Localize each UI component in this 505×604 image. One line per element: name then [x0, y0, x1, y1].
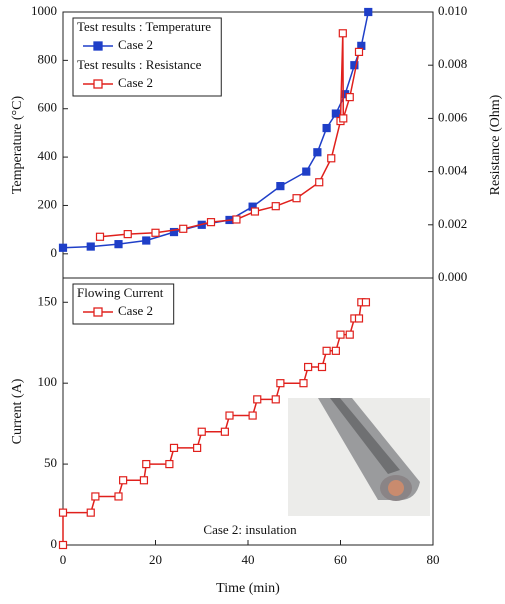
y-tick-label: 0: [51, 536, 58, 551]
marker: [58, 540, 68, 550]
marker: [354, 47, 364, 57]
marker: [119, 476, 128, 485]
marker: [315, 178, 324, 187]
marker: [354, 314, 364, 323]
marker: [142, 236, 151, 245]
marker: [165, 459, 174, 469]
y-tick-label: 100: [38, 374, 58, 389]
y-tick-label: 400: [38, 148, 58, 163]
y2-tick-label: 0.006: [438, 109, 468, 124]
x-tick-label: 40: [242, 552, 255, 567]
y-tick-label: 600: [38, 100, 58, 115]
legend-label: Case 2: [118, 75, 153, 90]
marker: [345, 93, 354, 102]
y2-tick-label: 0.002: [438, 216, 467, 231]
legend-group-title: Test results : Temperature: [77, 19, 211, 34]
marker: [250, 207, 260, 216]
marker: [350, 61, 359, 70]
y2-axis-label: Resistance (Ohm): [488, 94, 503, 195]
y-tick-label: 200: [38, 196, 58, 211]
marker: [95, 232, 105, 241]
legend-label: Case 2: [118, 37, 153, 52]
y-axis-label: Temperature (°C): [10, 96, 25, 195]
y-tick-label: 0: [51, 245, 58, 260]
marker: [197, 427, 206, 436]
x-axis-label: Time (min): [216, 581, 280, 596]
marker: [361, 298, 371, 307]
marker: [139, 476, 149, 485]
marker: [114, 240, 123, 249]
marker: [317, 362, 327, 372]
marker: [193, 443, 202, 453]
marker: [232, 215, 241, 224]
y2-tick-label: 0.010: [438, 3, 467, 18]
x-tick-label: 80: [427, 552, 440, 567]
marker: [331, 346, 340, 355]
marker: [169, 443, 179, 453]
y-tick-label: 1000: [31, 3, 57, 18]
marker: [151, 228, 160, 237]
legend: Test results : Temperature Case 2 Test res…: [77, 19, 211, 90]
marker: [322, 123, 331, 133]
cable-photo: [288, 398, 430, 516]
marker: [169, 227, 179, 237]
marker: [58, 508, 68, 517]
legend-marker: [93, 79, 103, 89]
x-tick-label: 20: [149, 552, 162, 567]
marker: [327, 154, 336, 163]
marker: [292, 194, 301, 203]
marker: [322, 346, 331, 355]
marker: [331, 109, 340, 118]
y-axis-label: Current (A): [10, 378, 25, 444]
marker: [276, 182, 285, 191]
marker: [91, 492, 100, 501]
marker: [339, 114, 348, 123]
marker: [248, 411, 257, 420]
legend-group-title: Test results : Resistance: [77, 57, 202, 72]
y-tick-label: 800: [38, 51, 58, 66]
marker: [299, 379, 308, 388]
marker: [304, 362, 313, 372]
legend-marker: [93, 307, 103, 317]
y2-tick-label: 0.000: [438, 269, 467, 284]
marker: [220, 427, 229, 436]
marker: [313, 148, 322, 157]
marker: [253, 395, 262, 404]
legend: Flowing Current Case 2: [77, 285, 164, 318]
annotation: Case 2: insulation: [203, 522, 297, 537]
marker: [86, 242, 95, 251]
legend-frame: [72, 283, 175, 325]
marker: [271, 395, 280, 404]
marker: [58, 243, 68, 252]
marker: [338, 29, 347, 38]
x-tick-label: 60: [334, 552, 347, 567]
marker: [114, 492, 123, 501]
marker: [364, 7, 373, 17]
legend-marker: [93, 41, 103, 51]
marker: [336, 330, 345, 339]
marker: [86, 508, 95, 517]
marker: [123, 230, 132, 239]
x-tick-label: 0: [60, 552, 67, 567]
y2-tick-label: 0.008: [438, 56, 467, 71]
marker: [225, 411, 234, 420]
marker: [142, 459, 151, 469]
y-tick-label: 150: [38, 293, 58, 308]
marker: [271, 202, 280, 211]
marker: [302, 167, 311, 176]
marker: [179, 224, 188, 233]
legend-label: Case 2: [118, 303, 153, 318]
legend-group-title: Flowing Current: [77, 285, 164, 300]
y-tick-label: 50: [44, 455, 57, 470]
y2-tick-label: 0.004: [438, 163, 468, 178]
marker: [345, 330, 354, 339]
series-line: [99, 33, 360, 238]
marker: [206, 218, 216, 227]
marker: [276, 379, 285, 388]
